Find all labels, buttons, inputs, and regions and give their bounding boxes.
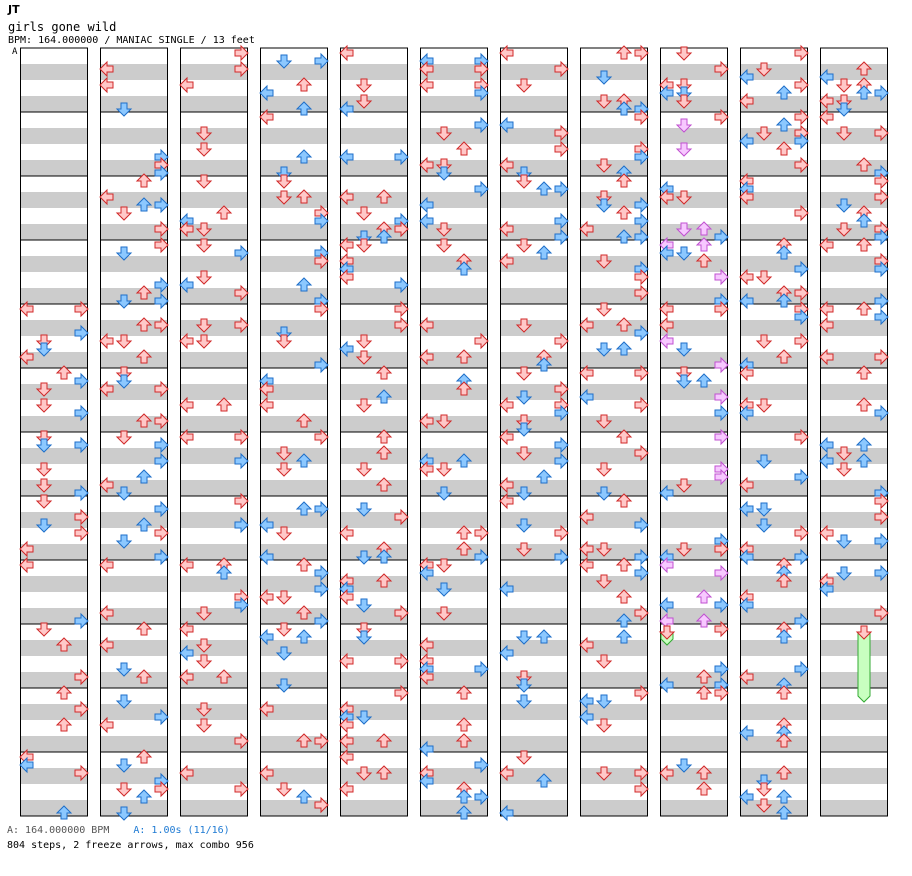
chart-info: BPM: 164.000000 / MANIAC SINGLE / 13 fee… [8, 35, 255, 46]
song-title: girls gone wild [8, 20, 117, 34]
stop-summary: A: 1.00s (11/16) [133, 825, 230, 836]
chart-column [180, 47, 248, 817]
chart-column [740, 47, 808, 817]
bpm-marker-label: A [12, 47, 18, 57]
chart-column [260, 47, 328, 817]
chart-column [820, 47, 888, 817]
chart-column [500, 47, 568, 817]
chart-column [340, 47, 408, 817]
timing-footer: A: 164.000000 BPM A: 1.00s (11/16) [7, 825, 230, 836]
chart-column [660, 47, 728, 817]
artist-name: JT [8, 3, 20, 16]
step-stats: 804 steps, 2 freeze arrows, max combo 95… [7, 840, 254, 851]
chart-column [580, 47, 648, 817]
chart-column [420, 47, 488, 817]
chart-column [100, 47, 168, 817]
bpm-summary: A: 164.000000 BPM [7, 825, 110, 836]
chart-column [20, 47, 88, 817]
freeze-arrow [857, 631, 871, 703]
